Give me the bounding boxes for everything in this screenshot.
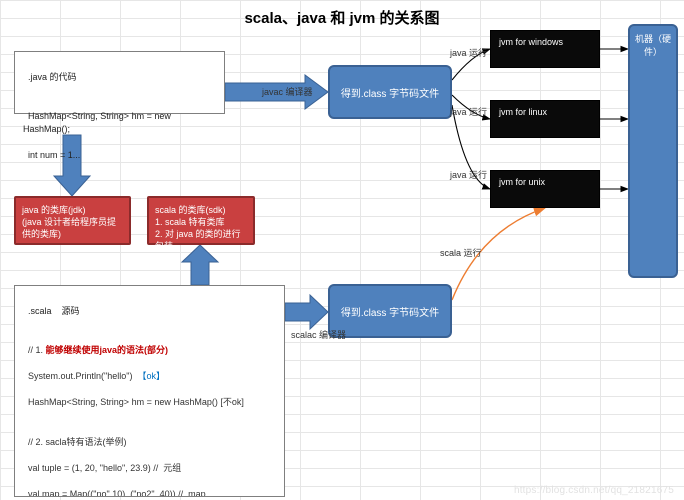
javarun2-label: java 运行 — [450, 105, 487, 118]
javarun3-label: java 运行 — [450, 168, 487, 181]
jvm-unix-box: jvm for unix — [490, 170, 600, 208]
scala-code-line: val map = Map(("no",10), ("no2", 40)) //… — [28, 489, 206, 497]
scala-code-line: // 1. — [28, 345, 46, 355]
class-box-top: 得到.class 字节码文件 — [328, 65, 452, 119]
scala-code-header: .scala 源码 — [28, 306, 80, 316]
machine-box: 机器（硬件） — [628, 24, 678, 278]
jdk-box: java 的类库(jdk) (java 设计者给程序员提供的类库) — [14, 196, 131, 245]
javac-label: javac 编译器 — [262, 85, 313, 98]
jdk-line: java 的类库(jdk) — [22, 205, 86, 215]
class-box-bottom: 得到.class 字节码文件 — [328, 284, 452, 338]
scalarun-label: scala 运行 — [440, 246, 482, 259]
java-code-line: int num = 1... — [28, 150, 80, 160]
java-code-line: .java 的代码 — [28, 72, 77, 82]
scala-red-note: 能够继续使用java的语法(部分) — [46, 345, 169, 355]
sdk-line: scala 的类库(sdk) — [155, 205, 226, 215]
scala-code-line: val tuple = (1, 20, "hello", 23.9) // 元组 — [28, 463, 181, 473]
watermark: https://blog.csdn.net/qq_21821675 — [514, 485, 674, 496]
scala-sdk-box: scala 的类库(sdk) 1. scala 特有类库 2. 对 java 的… — [147, 196, 255, 245]
javarun1-label: java 运行 — [450, 46, 487, 59]
scala-code-line: // 2. sacla特有语法(举例) — [28, 437, 127, 447]
scala-ok-note: 【ok】 — [137, 371, 165, 381]
diagram-title: scala、java 和 jvm 的关系图 — [0, 7, 684, 28]
java-code-box: .java 的代码 HashMap<String, String> hm = n… — [14, 51, 225, 114]
jdk-line: (java 设计者给程序员提供的类库) — [22, 217, 116, 239]
scala-code-line: System.out.Println("hello") — [28, 371, 137, 381]
scala-code-box: .scala 源码 // 1. 能够继续使用java的语法(部分) System… — [14, 285, 285, 497]
sdk-line: 1. scala 特有类库 — [155, 217, 225, 227]
jvm-linux-box: jvm for linux — [490, 100, 600, 138]
jvm-windows-box: jvm for windows — [490, 30, 600, 68]
scalac-label: scalac 编译器 — [291, 328, 346, 341]
scala-code-line: HashMap<String, String> hm = new HashMap… — [28, 397, 244, 407]
